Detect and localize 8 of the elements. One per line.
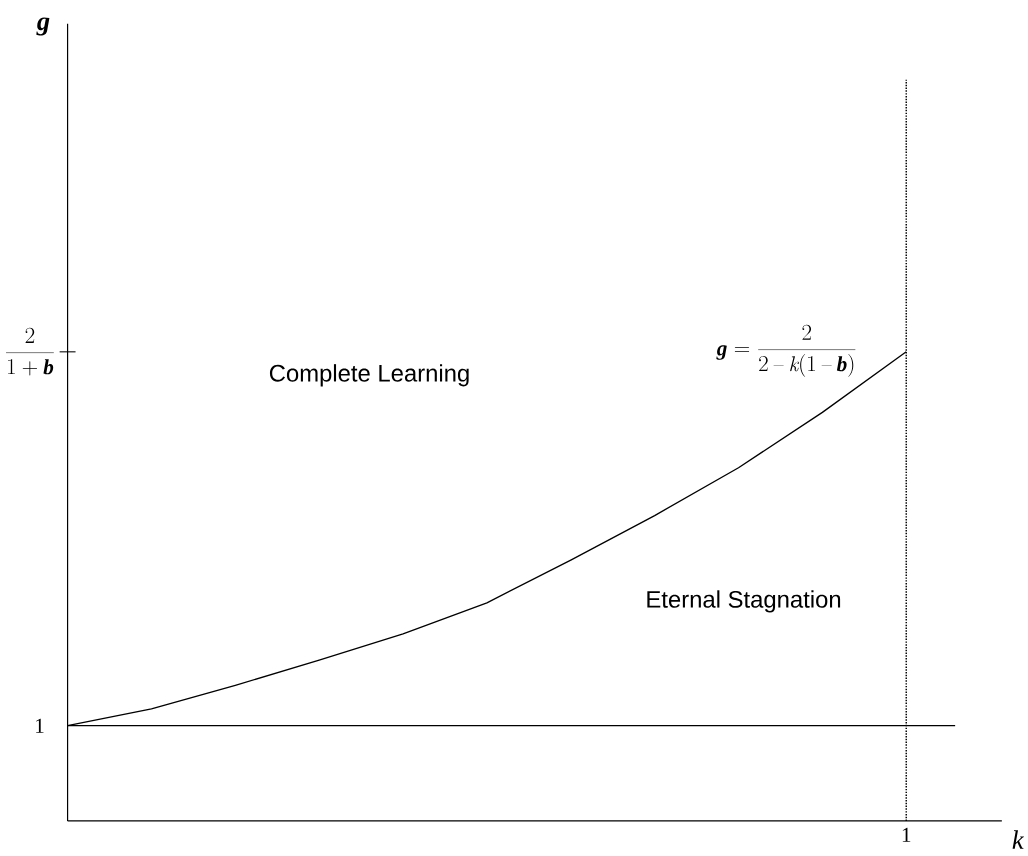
text: 1 (902, 827, 911, 842)
annotation: Eternal Stagnation (647, 590, 841, 613)
x-axis-title: k (1012, 830, 1024, 849)
annotation: Complete Learning (269, 364, 469, 387)
annotation: $\textbf{\textit{g}}=\frac{2}{2-k(1-\textbf{\textit{b}})}$ (716, 324, 856, 377)
text: 1 (36, 718, 44, 733)
text: $\frac{2}{1+\textbf{\textit{b}}}$ (6, 327, 54, 376)
text: g (36, 17, 50, 36)
